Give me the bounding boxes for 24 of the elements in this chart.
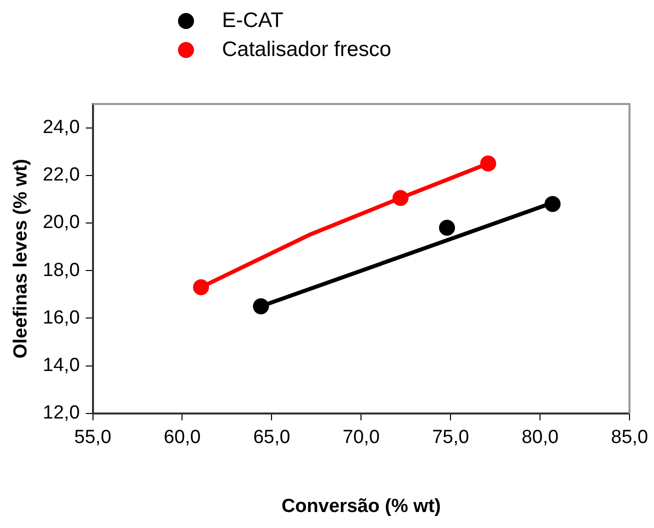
y-axis-title: Oleefinas leves (% wt): [10, 158, 32, 358]
x-tick-label: 75,0: [432, 427, 470, 448]
y-tick-label: 22,0: [42, 164, 80, 186]
x-tick-label: 65,0: [253, 427, 290, 448]
x-tick-label: 60,0: [164, 427, 201, 448]
y-tick-label: 24,0: [42, 117, 80, 138]
point: [544, 196, 561, 212]
y-tick-label: 18,0: [42, 260, 80, 281]
x-axis-title: Conversão (% wt): [281, 496, 441, 517]
legend-label: E-CAT: [222, 8, 284, 34]
y-tick-label: 14,0: [42, 355, 80, 376]
x-tick-label: 80,0: [522, 427, 559, 448]
point: [439, 220, 456, 236]
x-tick-label: 85,0: [611, 427, 648, 448]
x-tick-label: 55,0: [74, 427, 112, 448]
point: [480, 156, 496, 172]
y-tick-label: 12,0: [42, 402, 80, 424]
legend-label: Catalisador fresco: [222, 37, 392, 63]
y-tick-label: 20,0: [42, 212, 80, 234]
point: [193, 279, 210, 296]
point: [252, 298, 269, 314]
point: [392, 190, 409, 206]
x-tick-label: 70,0: [342, 427, 380, 448]
y-tick-label: 16,0: [42, 307, 80, 328]
